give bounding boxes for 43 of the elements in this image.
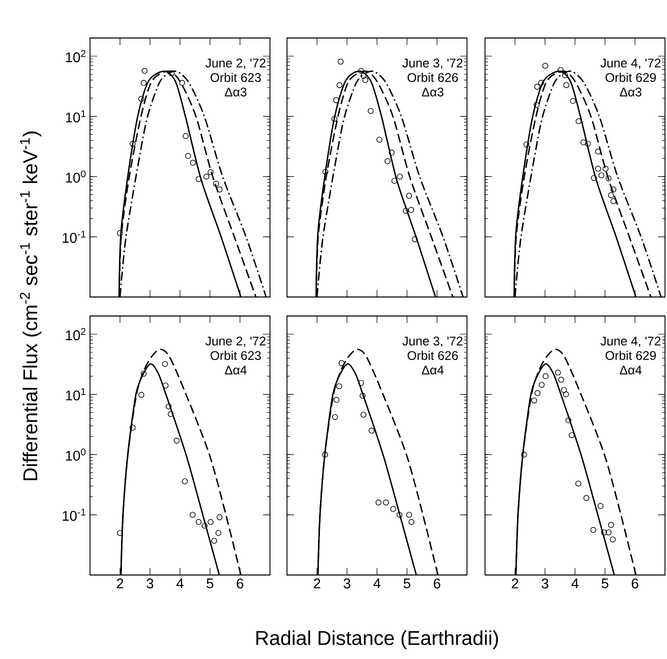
annotation: Δα3	[224, 88, 246, 96]
y-tick-label: 10$^{-1}$	[62, 508, 86, 521]
x-tick-label: 3	[542, 578, 548, 588]
x-tick-label: 3	[344, 578, 350, 588]
annotation: Orbit 626	[408, 72, 458, 82]
annotation: June 4, '72	[600, 58, 660, 69]
x-tick-label: 6	[632, 578, 638, 588]
x-tick-label: 2	[512, 578, 518, 588]
x-tick-label: 4	[373, 578, 380, 588]
y-tick-label: 10$^{1}$	[66, 388, 86, 400]
annotation: Orbit 629	[606, 350, 656, 360]
x-tick-label: 5	[206, 578, 214, 588]
text: Differential Flux (cm$^{-2}$ sec$^{-1}$ ster$^{-1}$ keV$^{-1}$)	[20, 132, 42, 480]
y-tick-label: 10$^{2}$	[66, 50, 86, 62]
annotation: June 3, '72	[402, 58, 462, 69]
annotation: Δα4	[620, 366, 642, 374]
annotation: Orbit 623	[210, 350, 261, 360]
y-tick-label: 10$^{0}$	[66, 170, 86, 183]
annotation: Δα4	[422, 366, 444, 374]
annotation: June 2, '72	[206, 336, 266, 347]
x-tick-label: 6	[236, 578, 244, 588]
x-tick-label: 2	[116, 578, 124, 588]
x-axis-title: Radial Distance (Earthradii)	[256, 630, 498, 650]
x-tick-label: 5	[602, 578, 608, 588]
y-tick-label: 10$^{0}$	[66, 448, 86, 461]
y-tick-label: 10$^{-1}$	[62, 230, 86, 243]
annotation: June 4, '72	[600, 336, 660, 347]
annotation: Orbit 623	[210, 72, 261, 82]
annotation: June 3, '72	[402, 336, 462, 347]
y-tick-label: 10$^{2}$	[66, 328, 86, 340]
x-tick-label: 4	[571, 578, 578, 588]
x-tick-label: 6	[434, 578, 440, 588]
y-tick-label: 10$^{1}$	[66, 110, 86, 122]
annotation: Δα3	[422, 88, 444, 96]
annotation: Orbit 629	[606, 72, 656, 82]
annotation: Δα4	[224, 366, 247, 374]
x-tick-label: 5	[404, 578, 410, 588]
annotation: June 2, '72	[206, 58, 266, 69]
annotation: Δα3	[620, 88, 642, 96]
x-tick-label: 2	[314, 578, 320, 588]
x-tick-label: 4	[176, 578, 184, 588]
annotation: Orbit 626	[408, 350, 458, 360]
x-tick-label: 3	[146, 578, 154, 588]
